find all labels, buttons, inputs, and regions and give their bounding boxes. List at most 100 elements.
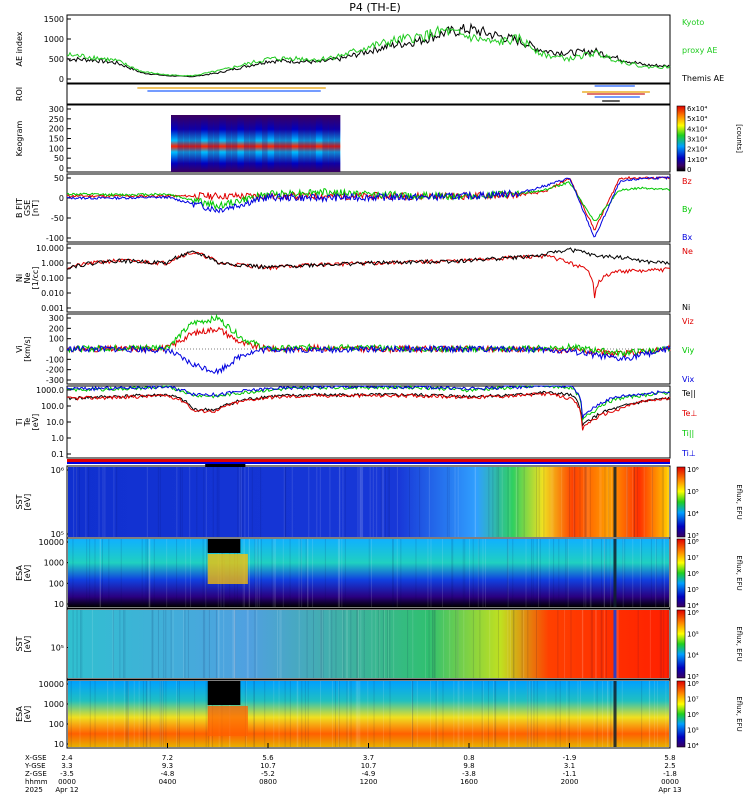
spectrogram-streak — [567, 539, 569, 607]
panel-ylabel-sst_e: SST — [15, 494, 24, 509]
spectrogram-streak — [331, 681, 333, 747]
xaxis-value: -1.8 — [663, 770, 677, 778]
spectrogram-streak — [123, 681, 125, 747]
spectrogram-streak — [661, 467, 663, 537]
keogram-column — [225, 115, 232, 172]
spectrogram-streak — [355, 681, 357, 747]
spectrogram-streak — [495, 681, 497, 747]
spectrogram-streak — [324, 539, 326, 607]
spectrogram-streak — [360, 467, 362, 537]
spectrogram-streak — [527, 610, 529, 678]
spectrogram-streak — [435, 681, 437, 747]
keogram-column — [315, 115, 323, 172]
spectrogram-streak — [510, 610, 512, 678]
spectrogram-streak — [89, 681, 91, 747]
spectrogram-streak — [357, 610, 359, 678]
ytick-label-ti: 100.0 — [41, 402, 64, 411]
xaxis-row-label: Z-GSE — [25, 770, 47, 778]
spectrogram-streak — [376, 467, 378, 537]
spectrogram-streak — [244, 467, 246, 537]
spectrogram-streak — [141, 539, 143, 607]
keogram-column — [219, 115, 226, 172]
spectrogram-streak — [452, 539, 454, 607]
xaxis-value: 0.8 — [463, 754, 474, 762]
spectrogram-streak — [621, 681, 623, 747]
xaxis-value: 3.7 — [363, 754, 374, 762]
xaxis-value: 1600 — [460, 778, 478, 786]
spectrogram-streak — [149, 539, 151, 607]
spectrogram-streak — [579, 681, 581, 747]
ytick-label-bfit: -50 — [51, 214, 64, 223]
panel-ylabel-ni: Ne — [23, 272, 32, 283]
colorbar-tick-sst_i: 10⁶ — [687, 609, 699, 617]
spectrogram-streak — [369, 467, 371, 537]
spectrogram-streak — [76, 467, 78, 537]
spectrogram-streak — [298, 539, 300, 607]
panel-ylabel-keogram: Keogram — [15, 120, 24, 156]
spectrogram-streak — [591, 539, 593, 607]
spectrogram-streak — [254, 539, 256, 607]
spectrogram-streak — [383, 610, 385, 678]
keogram-column — [189, 115, 196, 172]
spectrogram-streak — [208, 610, 210, 678]
esa-i-patch-dark — [207, 681, 241, 705]
colorbar-keogram — [676, 105, 686, 172]
spectrogram-streak — [72, 610, 74, 678]
spectrogram-streak — [605, 539, 607, 607]
keogram-column — [261, 115, 269, 172]
bfit-line-1 — [66, 181, 671, 222]
spectrogram-streak — [665, 681, 667, 747]
spectrogram-streak — [428, 610, 430, 678]
spectrogram-streak — [251, 467, 253, 537]
spectrogram-streak — [589, 539, 591, 607]
spectrogram-streak — [78, 467, 80, 537]
spectrogram-streak — [346, 610, 348, 678]
spectrogram-streak — [165, 610, 167, 678]
xaxis-value: -1.9 — [563, 754, 577, 762]
spectrogram-streak — [509, 467, 511, 537]
spectrogram-streak — [320, 681, 322, 747]
xaxis-value: 0000 — [58, 778, 76, 786]
spectrogram-streak — [371, 539, 373, 607]
spectrogram-streak — [430, 539, 432, 607]
spectrogram-streak — [347, 681, 349, 747]
xaxis-value: Apr 12 — [55, 786, 78, 794]
ytick-label-ae: 500 — [49, 55, 64, 64]
spectrogram-streak — [472, 610, 474, 678]
spectrogram-streak — [655, 539, 657, 607]
spectrogram-streak — [79, 681, 81, 747]
spectrogram-streak — [626, 467, 628, 537]
colorbar-tick-keogram: 3x10⁴ — [687, 136, 708, 144]
keogram-column — [267, 115, 275, 172]
legend-vi: Viz — [682, 317, 694, 326]
spectrogram-streak — [176, 681, 178, 747]
spectrogram-streak — [573, 467, 575, 537]
colorbar-tick-sst_e: 10⁵ — [687, 488, 699, 496]
spectrogram-streak — [568, 467, 570, 537]
spectrogram-streak — [508, 681, 510, 747]
spectrogram-streak — [183, 610, 185, 678]
spectrogram-streak — [98, 467, 100, 537]
spectrogram-streak — [304, 681, 306, 747]
spectrogram-streak — [373, 681, 375, 747]
spectrogram-streak — [289, 681, 291, 747]
spectrogram-streak — [342, 610, 344, 678]
legend-bfit: By — [682, 205, 692, 214]
spectrogram-streak — [506, 539, 508, 607]
spectrogram-streak — [321, 610, 323, 678]
ytick-label-vi: -300 — [46, 376, 64, 385]
spectrogram-streak — [608, 467, 610, 537]
panel-frame-ae — [66, 14, 671, 84]
spectrogram-streak — [602, 681, 604, 747]
spectrogram-streak — [205, 539, 207, 607]
panel-ylabel-ti: Ti — [15, 419, 24, 427]
spectrogram-streak — [462, 681, 464, 747]
spectrogram-streak — [610, 681, 612, 747]
colorbar-tick-sst_e: 10⁴ — [687, 510, 699, 518]
spectrogram-streak — [178, 681, 180, 747]
spectrogram-streak — [283, 467, 285, 537]
xaxis-value: -4.8 — [161, 770, 175, 778]
spectrogram-streak — [307, 539, 309, 607]
spectrogram-streak — [179, 467, 181, 537]
spectrogram-streak — [523, 467, 525, 537]
